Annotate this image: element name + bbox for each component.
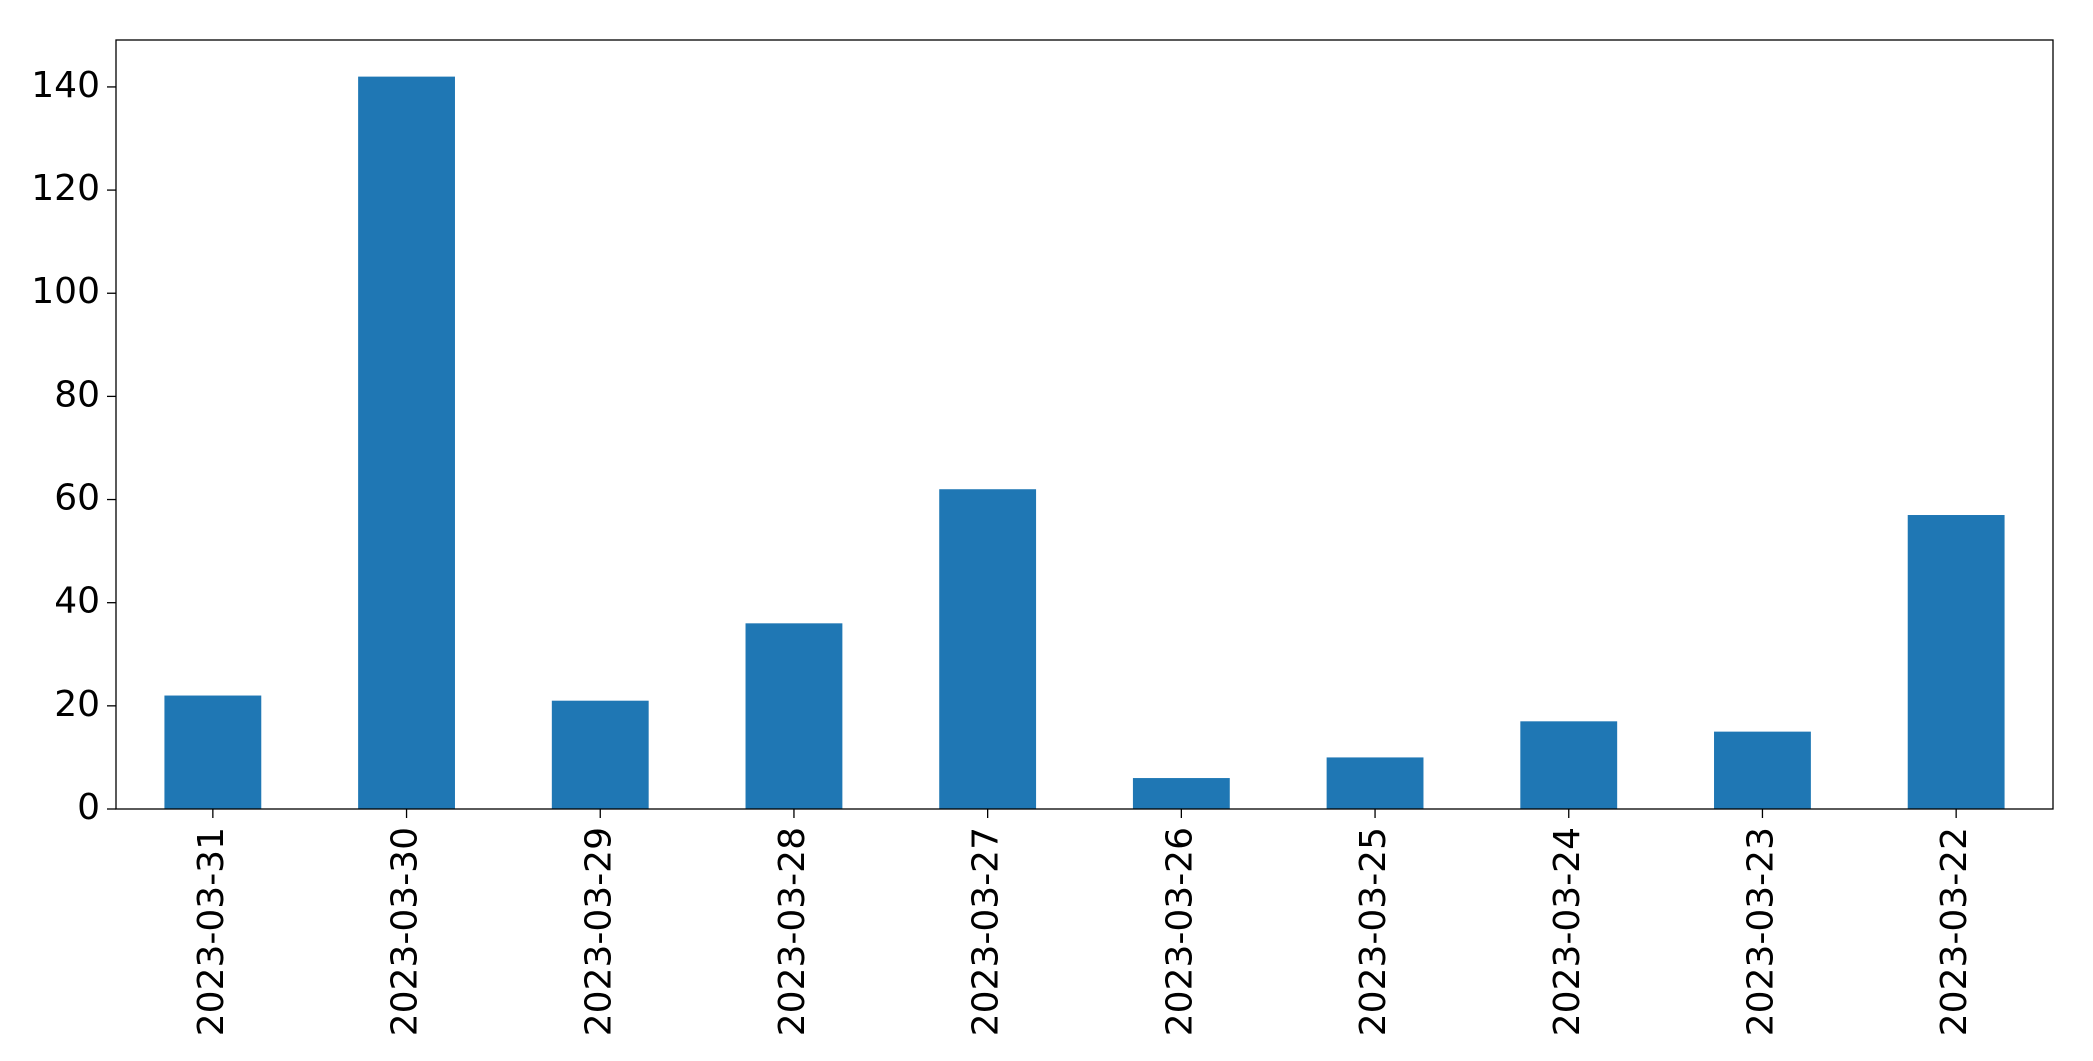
bar — [358, 76, 455, 810]
y-tick-label: 100 — [31, 271, 100, 312]
y-tick-label: 0 — [77, 787, 100, 828]
x-tick-label: 2023-03-22 — [1934, 827, 1975, 1036]
y-tick-label: 40 — [54, 581, 100, 622]
bar — [551, 700, 649, 809]
y-tick-label: 80 — [54, 374, 100, 415]
x-tick-label: 2023-03-24 — [1547, 827, 1588, 1036]
bar — [164, 695, 262, 809]
x-tick-label: 2023-03-28 — [772, 827, 813, 1036]
plot-frame — [115, 39, 2054, 810]
x-tick-label: 2023-03-26 — [1159, 827, 1200, 1036]
y-tick-label: 20 — [54, 684, 100, 725]
y-tick-label: 140 — [31, 65, 100, 106]
bar — [1520, 721, 1618, 809]
x-tick-label: 2023-03-27 — [966, 827, 1007, 1036]
x-tick-label: 2023-03-29 — [578, 827, 619, 1036]
x-tick-label: 2023-03-25 — [1353, 827, 1394, 1036]
bar — [1132, 778, 1230, 809]
y-tick-label: 60 — [54, 478, 100, 519]
y-tick-label: 120 — [31, 168, 100, 209]
bar — [1907, 515, 2005, 809]
x-tick-label: 2023-03-30 — [385, 827, 426, 1036]
bar — [939, 489, 1037, 809]
bar — [1326, 757, 1424, 809]
bar — [1714, 731, 1811, 809]
x-tick-label: 2023-03-31 — [191, 827, 232, 1036]
x-tick-label: 2023-03-23 — [1740, 827, 1781, 1036]
bar — [745, 623, 843, 809]
